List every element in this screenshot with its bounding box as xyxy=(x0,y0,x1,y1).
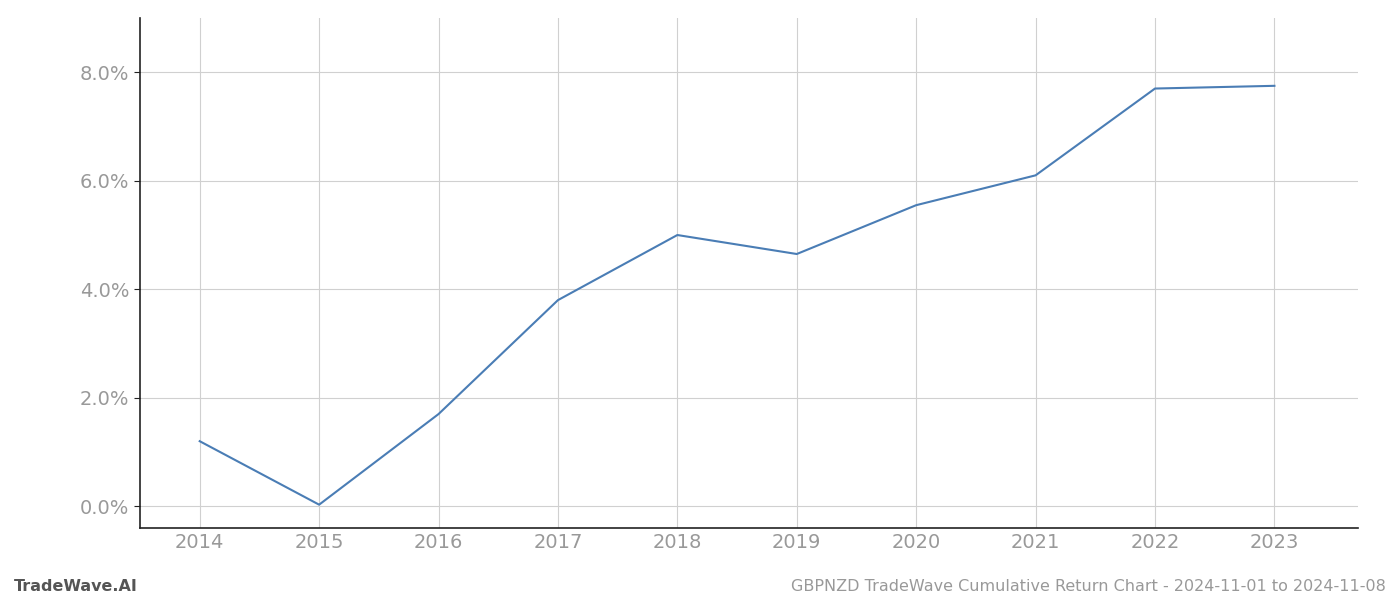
Text: TradeWave.AI: TradeWave.AI xyxy=(14,579,137,594)
Text: GBPNZD TradeWave Cumulative Return Chart - 2024-11-01 to 2024-11-08: GBPNZD TradeWave Cumulative Return Chart… xyxy=(791,579,1386,594)
